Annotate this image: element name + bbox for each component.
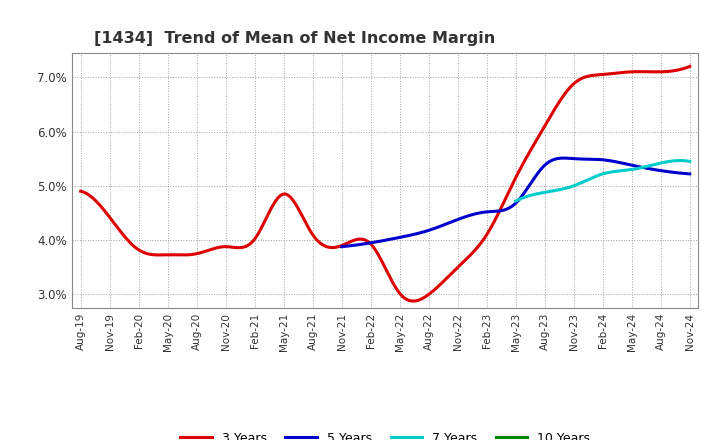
5 Years <box>338 244 346 249</box>
Text: [1434]  Trend of Mean of Net Income Margin: [1434] Trend of Mean of Net Income Margi… <box>94 31 495 46</box>
7 Years <box>511 198 520 204</box>
5 Years <box>559 155 568 161</box>
3 Years <box>408 298 417 304</box>
Line: 3 Years: 3 Years <box>81 66 690 301</box>
3 Years <box>592 72 600 77</box>
3 Years <box>685 64 694 69</box>
3 Years <box>441 277 449 282</box>
5 Years <box>654 168 662 173</box>
5 Years <box>550 157 559 162</box>
Line: 7 Years: 7 Years <box>516 161 690 201</box>
7 Years <box>618 168 626 173</box>
5 Years <box>632 164 641 169</box>
5 Years <box>544 160 552 165</box>
Line: 5 Years: 5 Years <box>342 158 690 247</box>
3 Years <box>76 189 85 194</box>
7 Years <box>615 169 624 174</box>
Legend: 3 Years, 5 Years, 7 Years, 10 Years: 3 Years, 5 Years, 7 Years, 10 Years <box>176 427 595 440</box>
7 Years <box>614 169 623 174</box>
3 Years <box>78 189 87 194</box>
5 Years <box>338 244 347 249</box>
5 Years <box>544 159 553 165</box>
7 Years <box>512 198 521 203</box>
7 Years <box>676 158 685 163</box>
3 Years <box>451 267 460 272</box>
7 Years <box>658 160 667 165</box>
3 Years <box>631 69 639 74</box>
7 Years <box>685 159 694 164</box>
5 Years <box>685 171 694 176</box>
7 Years <box>669 158 678 164</box>
3 Years <box>439 279 448 284</box>
